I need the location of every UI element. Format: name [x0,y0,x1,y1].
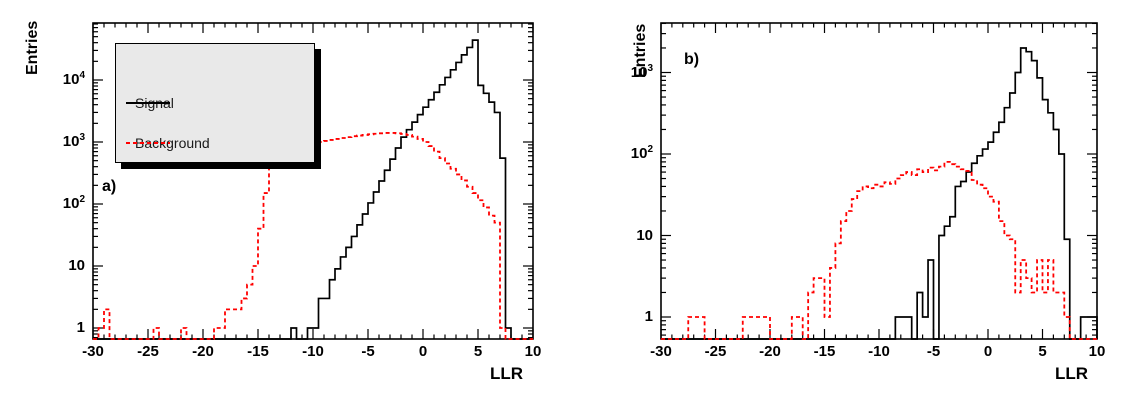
y-tick-label: 102 [630,144,653,163]
x-tick-label: -25 [704,343,727,360]
legend-item-signal: Signal [125,93,174,113]
signal-line-sample-icon [126,102,170,104]
histogram-canvas-b [660,22,1098,340]
y-tick-label: 10 [636,226,653,244]
x-tick-label: -15 [247,343,269,360]
y-tick-label: 102 [62,194,85,213]
legend-label-background: Background [135,135,210,151]
y-tick-label: 10 [68,257,85,274]
x-tick-label: 10 [1088,343,1106,360]
x-axis-title-b: LLR [1054,364,1088,383]
legend: Signal Background [115,43,315,163]
panel-b: Entries LLR b) -30 -25 -20 -15 -10 -5 0 5 10 1 10 1… [567,0,1134,407]
x-tick-label: 0 [983,343,993,360]
x-tick-label: 5 [1038,343,1047,360]
panel-letter-b: b) [684,51,700,68]
panel-a: Entries LLR a) Signal Background -30 -25 -… [24,20,542,383]
x-tick-label: 0 [418,343,428,360]
y-tick-label: 103 [630,62,653,81]
legend-item-background: Background [125,133,210,153]
x-tick-label: -10 [302,343,324,360]
histogram-canvas-a [92,22,534,340]
x-tick-label: 5 [473,343,483,360]
y-tick-label: 1 [76,319,85,336]
x-tick-label: -30 [650,343,672,360]
background-histogram-a [93,132,533,340]
background-histogram-b [661,161,1097,340]
x-tick-label: -25 [137,343,159,360]
x-tick-label: -5 [361,343,375,360]
background-line-sample-icon [126,142,170,144]
x-tick-label: -20 [192,343,214,360]
x-axis-title-a: LLR [489,364,523,383]
y-axis-title-a: Entries [24,20,41,75]
x-tick-label: -30 [82,343,104,360]
signal-histogram-b [661,47,1098,340]
y-tick-label: 104 [62,70,85,89]
x-tick-label: 10 [524,343,542,360]
x-tick-label: -15 [813,343,836,360]
x-tick-label: -20 [759,343,781,360]
panel-letter-a: a) [102,178,117,195]
x-tick-label: -5 [926,343,941,360]
x-tick-label: -10 [868,343,890,360]
y-tick-label: 103 [62,132,85,151]
y-tick-label: 1 [644,308,653,325]
